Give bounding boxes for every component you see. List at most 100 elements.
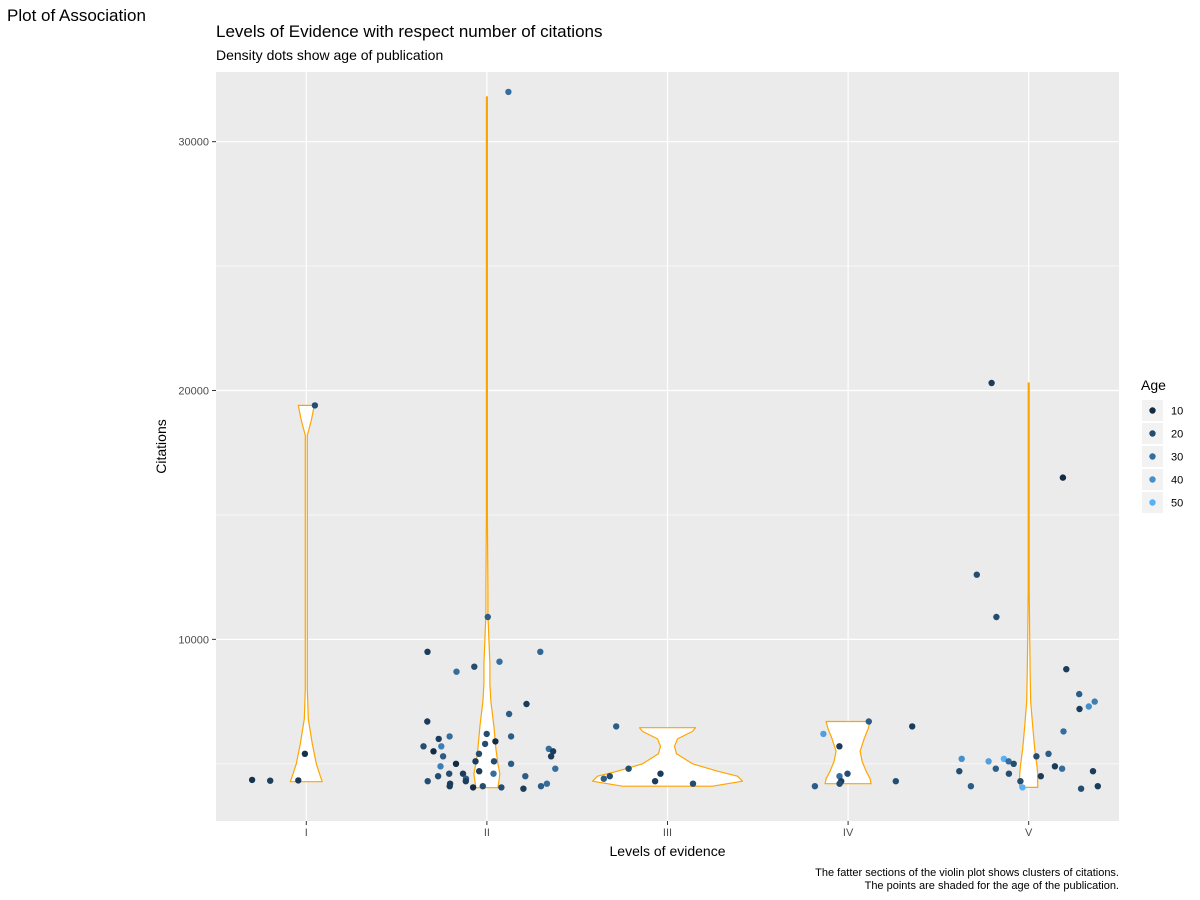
data-point	[836, 780, 843, 787]
legend-label: 20	[1171, 429, 1183, 441]
data-point	[476, 768, 483, 775]
legend-dot	[1149, 430, 1156, 437]
legend-label: 50	[1171, 498, 1183, 510]
data-point	[479, 783, 486, 790]
data-point	[689, 780, 697, 787]
data-point	[301, 750, 309, 757]
data-point	[434, 773, 442, 780]
data-point	[1085, 703, 1093, 710]
data-point	[836, 773, 843, 780]
data-point	[537, 783, 545, 790]
data-point	[453, 668, 460, 675]
data-point	[446, 770, 453, 777]
data-point	[909, 723, 916, 730]
data-point	[295, 777, 302, 784]
data-point	[549, 748, 557, 755]
data-point	[484, 613, 491, 621]
y-axis-title: Citations	[153, 419, 169, 473]
data-point	[505, 710, 513, 718]
x-tick-label: III	[663, 827, 672, 839]
chart-subtitle: Density dots show age of publication	[216, 47, 443, 63]
data-point	[547, 753, 555, 760]
data-point	[522, 773, 529, 780]
legend-label: 30	[1171, 452, 1183, 464]
violin-V	[1019, 382, 1039, 788]
data-point	[1076, 690, 1083, 698]
y-tick-label: 10000	[178, 634, 209, 646]
x-tick-label: I	[305, 827, 308, 839]
x-tick-label: IV	[843, 827, 854, 839]
data-point	[505, 88, 512, 96]
data-point	[424, 718, 431, 725]
x-axis-title: Levels of evidence	[610, 843, 726, 859]
data-point	[459, 770, 467, 777]
data-point	[1058, 765, 1066, 772]
data-point	[993, 613, 1000, 621]
data-point	[248, 776, 256, 784]
data-point	[958, 755, 965, 762]
data-point	[1010, 760, 1017, 767]
data-point	[1063, 666, 1070, 673]
data-point	[1060, 728, 1067, 735]
legend-dot	[1149, 407, 1156, 414]
legend-dot	[1149, 453, 1156, 460]
data-point	[496, 658, 503, 665]
data-point	[507, 760, 515, 767]
data-point	[865, 718, 872, 725]
data-point	[1005, 770, 1013, 777]
data-point	[471, 663, 478, 670]
data-point	[472, 758, 479, 765]
legend-label: 10	[1171, 406, 1183, 418]
data-point	[892, 778, 899, 785]
violin-I	[289, 404, 323, 783]
data-point	[967, 783, 975, 790]
chart-title: Levels of Evidence with respect number o…	[216, 22, 602, 41]
data-point	[606, 773, 613, 780]
data-point	[438, 743, 445, 750]
y-tick-label: 30000	[178, 137, 209, 149]
x-tick-label: II	[484, 827, 490, 839]
data-point	[424, 648, 431, 655]
data-point	[452, 760, 460, 767]
data-point	[424, 778, 431, 785]
chart-caption: The fatter sections of the violin plot s…	[815, 867, 1119, 879]
data-point	[820, 730, 827, 738]
data-point	[1051, 763, 1059, 770]
data-point	[1045, 750, 1052, 757]
data-point	[1033, 753, 1040, 760]
legend-title: Age	[1141, 377, 1166, 393]
data-point	[811, 783, 819, 790]
data-point	[988, 379, 995, 387]
data-point	[498, 784, 505, 791]
data-point	[1019, 784, 1026, 791]
data-point	[657, 770, 664, 777]
data-point	[1094, 783, 1102, 790]
data-point	[1089, 768, 1097, 775]
violin-II	[473, 96, 501, 789]
legend-dot	[1149, 499, 1156, 506]
page-heading: Plot of Association	[7, 6, 146, 25]
data-point	[507, 733, 515, 740]
data-point	[844, 770, 851, 777]
data-point	[475, 750, 483, 757]
data-point	[520, 785, 527, 792]
data-point	[523, 700, 530, 708]
data-point	[311, 402, 319, 409]
data-point	[992, 765, 999, 772]
x-tick-label: V	[1025, 827, 1033, 839]
data-point	[600, 775, 607, 782]
data-point	[985, 758, 992, 765]
data-point	[492, 738, 499, 745]
data-point	[435, 735, 442, 743]
data-point	[1017, 778, 1024, 785]
legend-label: 40	[1171, 475, 1183, 487]
data-point	[1059, 474, 1067, 481]
data-point	[446, 783, 453, 790]
data-point	[552, 765, 559, 772]
data-point	[430, 748, 437, 755]
data-point	[481, 740, 489, 748]
data-point	[1091, 698, 1098, 705]
y-tick-label: 20000	[178, 386, 209, 398]
data-point	[613, 723, 620, 730]
